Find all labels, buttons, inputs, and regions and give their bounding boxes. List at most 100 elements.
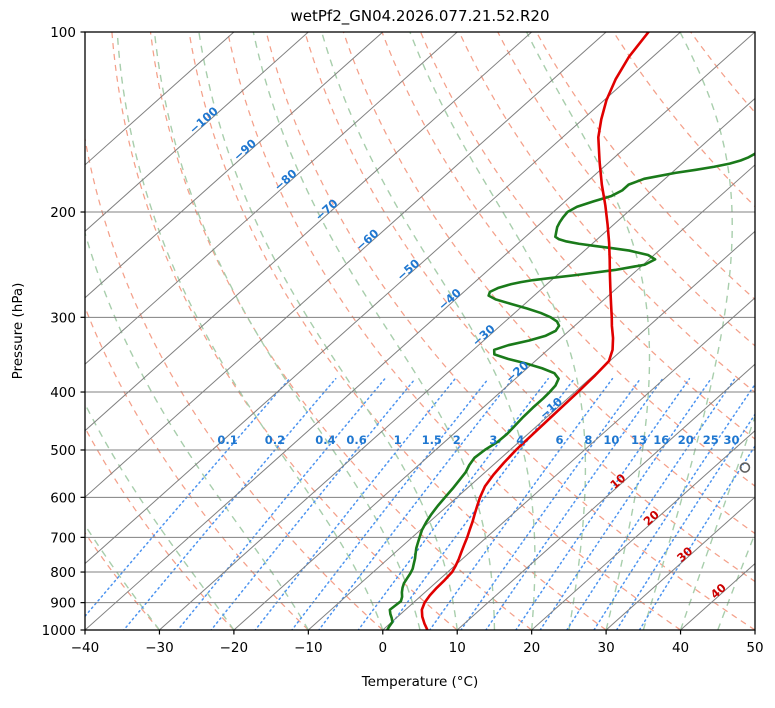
mixing-ratio-label: 10 <box>603 433 619 447</box>
data-markers <box>739 462 751 473</box>
mixing-ratio-line <box>638 444 755 630</box>
mixing-ratio-line <box>428 377 614 630</box>
moist-adiabat-line <box>198 32 458 630</box>
moist-adiabat-line <box>409 32 587 630</box>
y-axis-ticks: 100 200 300 400 500 600 700 800 900 1000 <box>42 25 85 639</box>
moist-adiabat-line <box>321 32 536 630</box>
mixing-ratio-label: 0.6 <box>346 433 366 447</box>
y-tick-label: 400 <box>50 385 76 401</box>
y-tick-label: 500 <box>50 443 76 459</box>
y-tick-label: 200 <box>50 205 76 221</box>
lcl-marker <box>739 462 751 473</box>
mixing-ratio-label: 1.5 <box>422 433 442 447</box>
dry-adiabat-line <box>342 32 755 535</box>
mixing-ratio-label: 16 <box>653 433 669 447</box>
moist-adiabat-lines <box>85 32 755 630</box>
isotherm-line <box>382 297 755 630</box>
mixing-ratio-label: 1 <box>394 433 402 447</box>
dry-adiabat-line <box>85 305 309 630</box>
dry-adiabat-lines <box>85 32 755 630</box>
mixing-ratio-label: 3 <box>489 433 497 447</box>
moist-adiabat-line <box>116 32 384 630</box>
mixing-ratio-line <box>317 377 514 630</box>
y-tick-label: 700 <box>50 530 76 546</box>
y-tick-label: 900 <box>50 596 76 612</box>
moist-adiabat-line <box>85 523 161 630</box>
x-tick-label: 50 <box>746 640 763 656</box>
mixing-ratio-line <box>85 377 291 618</box>
mixing-ratio-label: 2 <box>453 433 461 447</box>
dry-adiabat-line <box>381 32 755 487</box>
moist-adiabat-line <box>525 32 651 630</box>
moist-adiabat-line <box>717 531 755 630</box>
mixing-ratio-line <box>460 377 642 630</box>
x-tick-label: 10 <box>449 640 466 656</box>
temperature-line <box>420 32 650 630</box>
dry-adiabat-line <box>85 426 235 630</box>
mixing-ratio-line <box>485 377 664 630</box>
mixing-ratio-line <box>615 413 755 630</box>
isotherm-line <box>85 32 458 365</box>
mixing-ratio-label-group: 0.1 0.2 0.4 0.6 1 1.5 2 3 4 6 8 10 13 16 20 25 30 <box>217 433 739 447</box>
chart-title: wetPf2_GN04.2026.077.21.52.R20 <box>290 7 549 26</box>
dry-adiabat-line <box>111 32 458 630</box>
y-tick-label: 300 <box>50 310 76 326</box>
isotherm-line <box>159 97 755 630</box>
dry-adiabat-line <box>497 32 755 347</box>
isotherm-line <box>605 496 755 630</box>
x-tick-label: 0 <box>378 640 387 656</box>
isotherm-lines <box>85 32 755 630</box>
x-axis-ticks: −40 −30 −20 −10 0 10 20 30 40 50 <box>71 630 764 656</box>
mixing-ratio-line <box>539 377 712 630</box>
dry-adiabat-line <box>85 135 384 630</box>
mixing-ratio-label: 25 <box>703 433 719 447</box>
mixing-ratio-label: 13 <box>631 433 647 447</box>
mixing-ratio-label: 0.4 <box>315 433 335 447</box>
temperature-profile <box>420 32 650 630</box>
mixing-ratio-label: 4 <box>516 433 524 447</box>
mixing-ratio-line <box>565 377 736 630</box>
y-tick-label: 100 <box>50 25 76 41</box>
mixing-ratio-label: 20 <box>678 433 694 447</box>
moist-adiabat-line <box>85 402 235 630</box>
mixing-ratio-line <box>290 377 490 630</box>
x-tick-label: 30 <box>598 640 615 656</box>
moist-adiabat-line <box>642 32 733 630</box>
mixing-ratio-label: 8 <box>584 433 592 447</box>
isotherm-line <box>456 363 755 630</box>
isotherm-line <box>85 32 309 233</box>
x-tick-label: −10 <box>294 640 323 656</box>
mixing-ratio-lines <box>85 377 755 630</box>
y-tick-label: 1000 <box>42 623 76 639</box>
mixing-ratio-line <box>386 377 576 630</box>
isotherm-line <box>531 429 755 630</box>
moist-adiabat-line <box>252 32 496 630</box>
x-tick-label: −30 <box>145 640 174 656</box>
mixing-ratio-line <box>254 377 456 630</box>
x-tick-label: −40 <box>71 640 100 656</box>
x-tick-label: 20 <box>523 640 540 656</box>
isotherm-line <box>233 164 755 630</box>
mixing-ratio-label: 30 <box>723 433 739 447</box>
isotherm-line <box>85 32 384 299</box>
x-tick-label: 40 <box>672 640 689 656</box>
dewpoint-profile <box>385 152 755 630</box>
y-axis-label: Pressure (hPa) <box>10 283 26 380</box>
mixing-ratio-label: 0.1 <box>217 433 237 447</box>
moist-adiabat-line <box>679 414 755 630</box>
isotherm-line <box>85 32 607 498</box>
isotherm-line <box>307 230 755 630</box>
mixing-ratio-line <box>593 383 755 630</box>
mixing-ratio-label: 0.2 <box>265 433 285 447</box>
isotherm-line <box>85 32 681 565</box>
plot-frame <box>84 31 756 631</box>
dry-adiabat-line <box>149 32 533 630</box>
x-axis-label: Temperature (°C) <box>361 674 479 690</box>
x-tick-label: −20 <box>220 640 249 656</box>
moist-adiabat-line <box>153 32 421 630</box>
mixing-ratio-line <box>514 377 691 630</box>
isotherm-line <box>85 32 533 432</box>
y-tick-label: 800 <box>50 565 76 581</box>
